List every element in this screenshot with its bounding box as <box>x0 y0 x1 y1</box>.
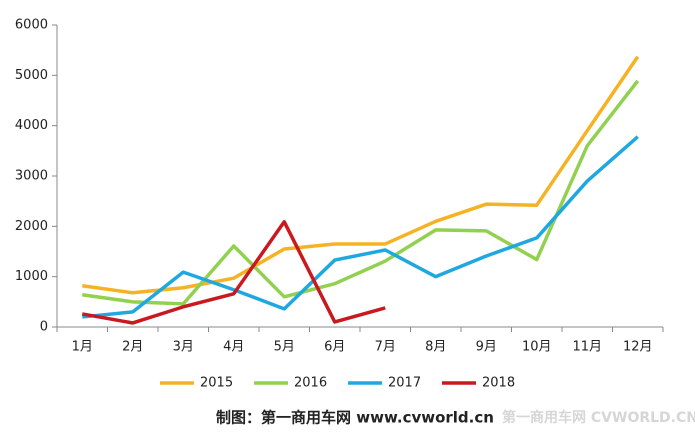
y-tick-label: 3000 <box>15 169 48 184</box>
legend-label: 2015 <box>200 376 233 391</box>
x-tick-label: 6月 <box>324 340 345 355</box>
x-tick-label: 11月 <box>572 340 602 355</box>
series-line <box>82 135 639 319</box>
series-line <box>82 55 640 295</box>
y-tick-label: 5000 <box>15 68 48 83</box>
legend-label: 2017 <box>388 376 421 391</box>
y-tick-label: 4000 <box>15 118 48 133</box>
x-tick-label: 12月 <box>623 340 653 355</box>
series-line <box>82 79 640 306</box>
x-tick-label: 3月 <box>173 340 194 355</box>
x-tick-label: 8月 <box>425 340 446 355</box>
x-tick-label: 4月 <box>223 340 244 355</box>
series-line <box>81 220 386 325</box>
x-tick-label: 10月 <box>522 340 552 355</box>
x-tick-label: 1月 <box>72 340 93 355</box>
y-tick-label: 2000 <box>15 219 48 234</box>
y-tick-label: 6000 <box>15 18 48 33</box>
x-tick-label: 5月 <box>274 340 295 355</box>
legend-label: 2018 <box>482 376 515 391</box>
footer: 制图：第一商用车网 www.cvworld.cn <box>216 409 494 427</box>
x-tick-label: 7月 <box>375 340 396 355</box>
x-tick-label: 9月 <box>476 340 497 355</box>
y-tick-label: 0 <box>40 320 48 335</box>
legend-label: 2016 <box>294 376 327 391</box>
y-tick-label: 1000 <box>15 269 48 284</box>
x-tick-label: 2月 <box>122 340 143 355</box>
watermark: 第一商用车网 CVWORLD.CN <box>502 409 695 426</box>
